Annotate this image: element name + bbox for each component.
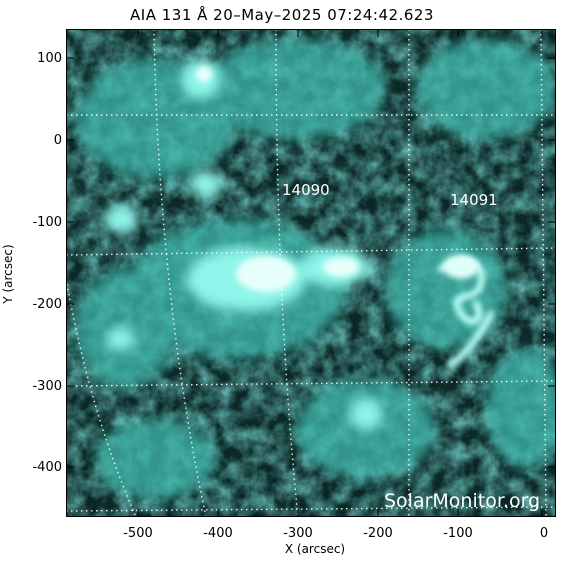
image-title: AIA 131 Å 20–May–2025 07:24:42.623 xyxy=(130,6,434,24)
x-tick-label: -200 xyxy=(363,526,393,541)
y-tick-label: 0 xyxy=(53,133,62,148)
x-tick-label: 0 xyxy=(539,526,549,541)
solar-image-plot: 14090 14091 SolarMonitor.org xyxy=(66,29,556,517)
y-tick-label: -100 xyxy=(32,215,62,230)
region-label-14090: 14090 xyxy=(282,181,330,199)
x-axis-label: X (arcsec) xyxy=(284,542,346,556)
axis-ticks xyxy=(66,29,556,517)
watermark: SolarMonitor.org xyxy=(384,490,540,512)
y-tick-label: -300 xyxy=(32,379,62,394)
region-label-14091: 14091 xyxy=(450,191,498,209)
x-tick-label: -100 xyxy=(443,526,473,541)
y-tick-label: 100 xyxy=(37,51,62,66)
y-axis-label: Y (arcsec) xyxy=(1,244,15,304)
y-tick-label: -200 xyxy=(32,297,62,312)
x-tick-label: -300 xyxy=(283,526,313,541)
solar-emission-image xyxy=(66,29,556,517)
x-tick-label: -500 xyxy=(123,526,153,541)
y-tick-label: -400 xyxy=(32,460,62,475)
x-tick-label: -400 xyxy=(203,526,233,541)
coordinate-grid xyxy=(66,29,556,517)
